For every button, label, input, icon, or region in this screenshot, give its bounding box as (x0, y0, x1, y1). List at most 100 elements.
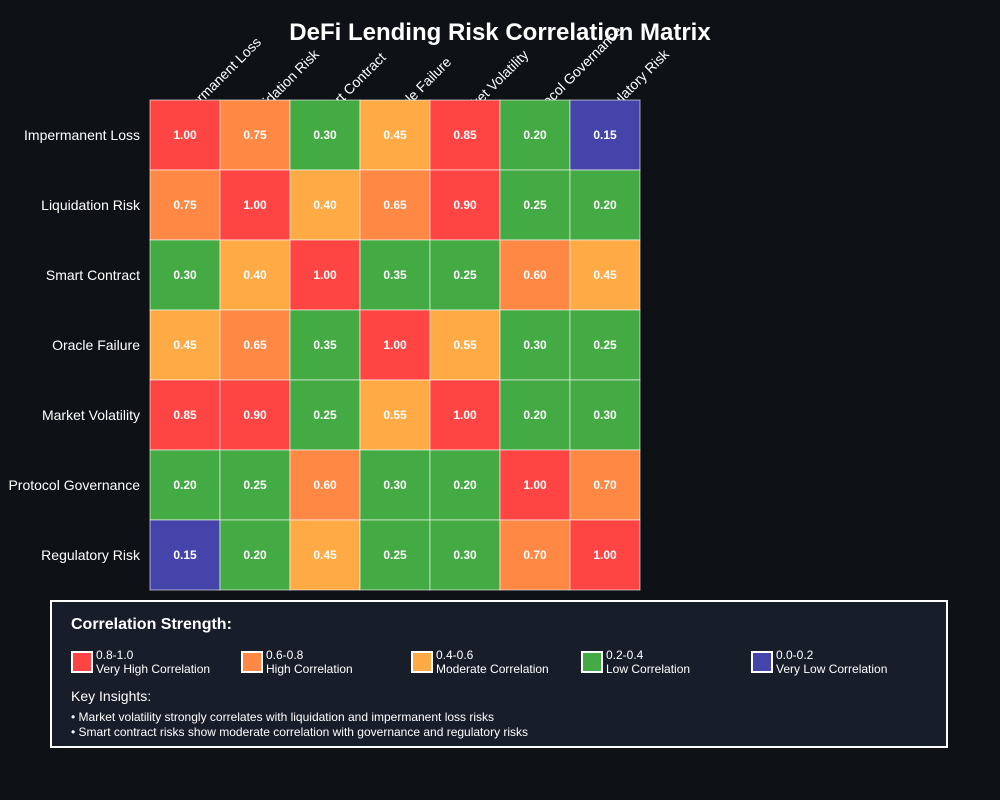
chart-title: DeFi Lending Risk Correlation Matrix (289, 19, 711, 46)
legend-item: 0.6-0.8 High Correlation (241, 648, 411, 678)
cell-value-label: 0.75 (243, 128, 267, 142)
row-label: Liquidation Risk (41, 197, 141, 213)
legend-item: 0.0-0.2 Very Low Correlation (751, 648, 921, 678)
cell-value-label: 0.30 (173, 268, 197, 282)
heatmap-cell (499, 239, 571, 311)
cell-value-label: 0.30 (453, 548, 477, 562)
heatmap-cell (359, 379, 431, 451)
cell-value-label: 1.00 (453, 408, 477, 422)
heatmap-cell (289, 379, 361, 451)
cell-value-label: 0.40 (313, 198, 337, 212)
row-label: Impermanent Loss (24, 127, 140, 143)
legend-swatch (581, 651, 603, 673)
cell-value-label: 0.25 (383, 548, 407, 562)
cell-value-label: 0.20 (243, 548, 267, 562)
cell-value-label: 0.30 (383, 478, 407, 492)
cell-value-label: 0.45 (173, 338, 197, 352)
cell-value-label: 0.75 (173, 198, 197, 212)
heatmap-cell (499, 519, 571, 591)
legend-label: Very High Correlation (96, 662, 211, 676)
cell-value-label: 0.60 (523, 268, 547, 282)
heatmap-cell (219, 309, 291, 381)
heatmap-cell (569, 99, 641, 171)
cell-value-label: 0.30 (313, 128, 337, 142)
cell-value-label: 0.15 (593, 128, 617, 142)
legend-swatch (411, 651, 433, 673)
insight-item: • Smart contract risks show moderate cor… (71, 725, 529, 739)
heatmap-cell (289, 99, 361, 171)
heatmap-cell (499, 169, 571, 241)
heatmap-cell (359, 169, 431, 241)
row-label: Oracle Failure (52, 337, 140, 353)
cell-value-label: 0.20 (523, 128, 547, 142)
cell-value-label: 0.45 (313, 548, 337, 562)
heatmap-cell (149, 449, 221, 521)
legend-range: 0.2-0.4 (606, 648, 644, 662)
heatmap-cell (499, 449, 571, 521)
heatmap-chart: DeFi Lending Risk Correlation Matrix Imp… (8, 19, 711, 591)
heatmap-cell (429, 309, 501, 381)
cell-value-label: 0.65 (383, 198, 407, 212)
row-label: Protocol Governance (8, 477, 140, 493)
legend-swatch (71, 651, 93, 673)
insight-item: • Market volatility strongly correlates … (71, 710, 495, 724)
heatmap-cell (429, 99, 501, 171)
cell-value-label: 0.20 (593, 198, 617, 212)
cell-value-label: 0.85 (173, 408, 197, 422)
heatmap-cell (569, 379, 641, 451)
heatmap-cell (149, 309, 221, 381)
cell-value-label: 0.55 (383, 408, 407, 422)
cell-value-label: 0.35 (383, 268, 407, 282)
heatmap-cell (429, 519, 501, 591)
cell-value-label: 0.30 (523, 338, 547, 352)
cell-value-label: 0.20 (173, 478, 197, 492)
heatmap-cell (569, 169, 641, 241)
heatmap-cell (359, 239, 431, 311)
insights-title: Key Insights: (71, 688, 152, 704)
cell-value-label: 0.20 (523, 408, 547, 422)
legend-range: 0.6-0.8 (266, 648, 304, 662)
heatmap-cell (149, 239, 221, 311)
cell-value-label: 0.60 (313, 478, 337, 492)
heatmap-cell (359, 99, 431, 171)
cell-value-label: 0.30 (593, 408, 617, 422)
legend-range: 0.0-0.2 (776, 648, 814, 662)
cell-value-label: 0.40 (243, 268, 267, 282)
heatmap-cell (219, 519, 291, 591)
heatmap-cell (289, 519, 361, 591)
insights-list: • Market volatility strongly correlates … (71, 710, 528, 740)
legend-label: Very Low Correlation (776, 662, 888, 676)
heatmap-cell (569, 519, 641, 591)
cell-value-label: 0.25 (593, 338, 617, 352)
row-labels: Impermanent Loss Liquidation Risk Smart Co… (8, 127, 141, 563)
legend-item: 0.2-0.4 Low Correlation (581, 648, 751, 678)
cell-value-label: 0.25 (313, 408, 337, 422)
heatmap-cell (149, 169, 221, 241)
cell-value-label: 1.00 (523, 478, 547, 492)
heatmap-cell (359, 519, 431, 591)
row-label: Regulatory Risk (41, 547, 141, 563)
legend-label: Low Correlation (606, 662, 691, 676)
heatmap-cell (569, 449, 641, 521)
legend-item: 0.4-0.6 Moderate Correlation (411, 648, 581, 678)
legend-item: 0.8-1.0 Very High Correlation (71, 648, 241, 678)
heatmap-cell (149, 519, 221, 591)
cell-value-label: 0.20 (453, 478, 477, 492)
cell-value-label: 1.00 (243, 198, 267, 212)
cell-value-label: 0.90 (453, 198, 477, 212)
cell-value-label: 0.70 (523, 548, 547, 562)
heatmap-cell (219, 169, 291, 241)
cell-value-label: 0.55 (453, 338, 477, 352)
cell-value-label: 1.00 (313, 268, 337, 282)
legend-range: 0.8-1.0 (96, 648, 134, 662)
cell-value-label: 0.25 (243, 478, 267, 492)
heatmap-cell (219, 239, 291, 311)
heatmap-cell (149, 379, 221, 451)
legend-swatch (751, 651, 773, 673)
heatmap-cell (429, 449, 501, 521)
heatmap-cell (219, 379, 291, 451)
heatmap-cell (429, 169, 501, 241)
cell-value-label: 1.00 (173, 128, 197, 142)
cell-value-label: 0.25 (523, 198, 547, 212)
legend-label: Moderate Correlation (436, 662, 549, 676)
